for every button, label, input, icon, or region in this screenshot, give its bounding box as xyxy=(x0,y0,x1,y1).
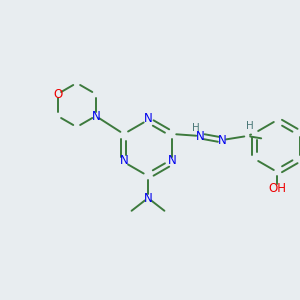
Text: N: N xyxy=(144,112,152,125)
Text: N: N xyxy=(119,154,128,167)
Text: H: H xyxy=(192,123,200,133)
Text: N: N xyxy=(168,154,177,167)
Text: N: N xyxy=(218,134,226,146)
Text: OH: OH xyxy=(268,182,286,196)
Text: N: N xyxy=(144,191,152,205)
Text: H: H xyxy=(246,121,254,131)
Text: O: O xyxy=(53,88,62,100)
Text: N: N xyxy=(92,110,100,122)
Text: N: N xyxy=(196,130,205,142)
